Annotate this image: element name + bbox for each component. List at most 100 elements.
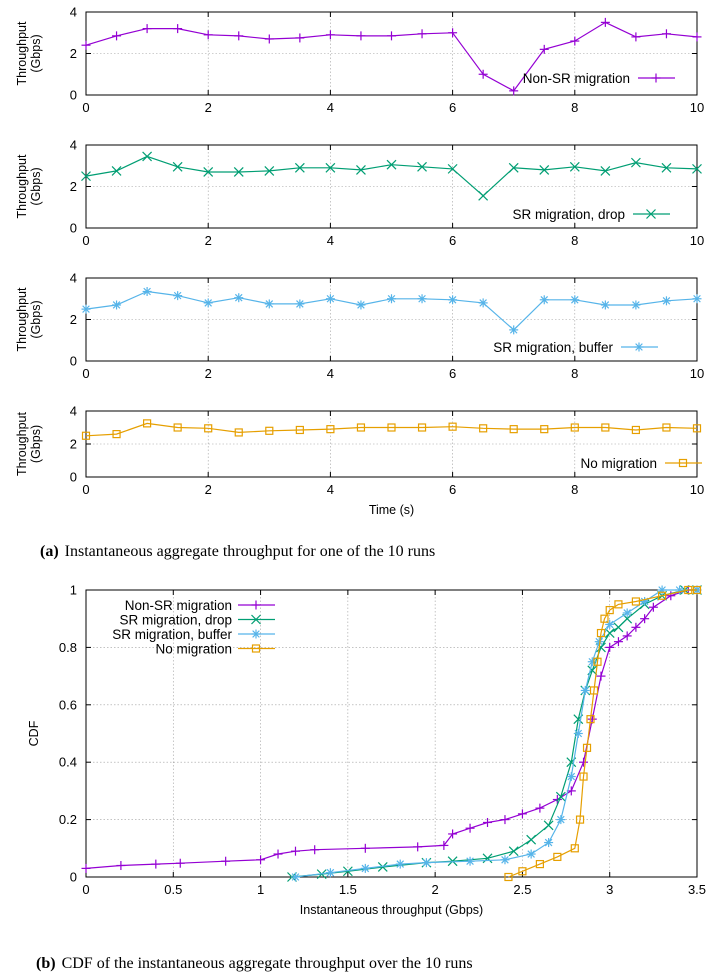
- data-point-no_mig-box: [509, 425, 518, 434]
- data-point-sr_buffer: [570, 295, 580, 305]
- y-axis-label: Throughput: [15, 412, 29, 476]
- data-point-sr_buffer: [142, 286, 152, 296]
- data-point-no_mig: [553, 852, 562, 862]
- legend-marker-sr_buffer-stroke: [635, 343, 643, 351]
- data-point-sr_buffer-stroke: [605, 620, 614, 629]
- data-point-sr_buffer: [544, 838, 554, 848]
- data-point-non_sr: [439, 840, 449, 850]
- data-point-no_mig-box: [605, 605, 614, 615]
- data-point-sr_drop: [325, 162, 336, 173]
- y-tick-label: 0.6: [59, 697, 77, 712]
- data-point-non_sr: [448, 829, 458, 839]
- data-point-sr_buffer: [478, 298, 488, 308]
- x-tick-label: 0: [82, 482, 89, 497]
- data-point-non_sr: [413, 842, 423, 852]
- data-point-non_sr: [112, 31, 122, 41]
- data-point-sr_drop-stroke: [569, 161, 580, 172]
- data-point-no_mig: [662, 423, 671, 432]
- legend-label-sr_drop: SR migration, drop: [512, 207, 625, 222]
- data-point-no_mig: [614, 600, 623, 609]
- data-point-sr_drop: [526, 834, 537, 845]
- data-point-no_mig-box: [589, 686, 599, 695]
- data-point-no_mig: [605, 605, 614, 615]
- data-point-sr_buffer: [264, 299, 274, 309]
- data-point-sr_drop: [555, 791, 566, 802]
- x-tick-label: 2: [205, 366, 212, 381]
- data-point-non_sr: [81, 40, 91, 50]
- data-point-no_mig: [387, 423, 396, 432]
- data-point-sr_drop: [478, 190, 489, 201]
- data-point-sr_drop: [203, 167, 214, 177]
- data-point-non_sr: [203, 30, 213, 40]
- data-point-non_sr: [360, 843, 370, 853]
- chart-panel-1: 0 2 4 6 8 10 0 2 4 Throughput (Gbps) Non-SR migrati…: [15, 5, 704, 116]
- x-tick-label: 0: [82, 366, 89, 381]
- data-point-no_mig: [684, 585, 693, 595]
- legend-label-non_sr: Non-SR migration: [523, 71, 630, 86]
- data-point-sr_buffer: [661, 296, 671, 306]
- x-tick-label: 6: [449, 482, 456, 497]
- x-tick-label: 4: [327, 100, 334, 115]
- legend-marker-sr_buffer: [251, 629, 261, 639]
- data-point-sr_drop: [692, 163, 702, 174]
- caption-a-label: (a): [40, 543, 59, 560]
- data-point-sr_buffer: [500, 855, 510, 865]
- data-point-no_mig: [509, 425, 518, 434]
- data-point-sr_buffer: [360, 863, 370, 873]
- series-line-sr_buffer: [295, 589, 697, 878]
- data-point-non_sr: [478, 69, 488, 79]
- data-point-sr_buffer-stroke: [387, 294, 396, 303]
- data-point-sr_buffer-stroke: [632, 301, 640, 309]
- data-point-sr_drop: [264, 166, 275, 176]
- data-point-no_mig: [589, 686, 599, 695]
- data-point-sr_buffer-stroke: [112, 301, 121, 309]
- data-point-no_mig: [518, 867, 527, 876]
- data-point-non_sr: [500, 815, 510, 825]
- data-point-sr_drop-stroke: [377, 862, 388, 872]
- data-point-non_sr: [661, 29, 671, 39]
- data-point-sr_buffer: [325, 294, 335, 304]
- x-tick-label: 6: [449, 100, 456, 115]
- data-point-sr_buffer: [566, 772, 576, 782]
- x-tick-label: 10: [690, 233, 704, 248]
- data-point-no_mig: [692, 424, 702, 433]
- data-point-sr_drop: [447, 163, 458, 174]
- x-tick-label: 3.5: [688, 882, 706, 897]
- data-point-sr_buffer: [234, 293, 244, 303]
- x-tick-label: 8: [571, 100, 578, 115]
- data-point-sr_drop-stroke: [600, 166, 611, 176]
- data-point-non_sr: [535, 803, 545, 813]
- data-point-sr_drop-stroke: [692, 163, 702, 174]
- data-point-no_mig: [173, 423, 182, 432]
- data-point-no_mig: [596, 628, 606, 638]
- data-point-sr_drop-stroke: [526, 834, 537, 845]
- y-axis-label-unit: (Gbps): [29, 425, 43, 463]
- data-point-sr_buffer: [556, 815, 566, 825]
- data-point-no_mig-box: [614, 600, 623, 609]
- y-tick-label: 4: [70, 271, 77, 286]
- data-point-sr_buffer-stroke: [326, 868, 335, 877]
- data-point-no_mig-box: [518, 867, 527, 876]
- data-point-sr_buffer-stroke: [544, 838, 553, 847]
- data-point-sr_buffer: [203, 298, 213, 308]
- data-point-sr_buffer-stroke: [595, 637, 604, 646]
- legend-marker-sr_drop: [251, 614, 261, 625]
- legend-marker-non_sr: [651, 73, 661, 83]
- data-point-no_mig-box: [600, 614, 609, 623]
- data-point-non_sr: [116, 861, 126, 871]
- data-point-non_sr: [596, 671, 606, 681]
- series-line-no_mig: [508, 589, 697, 878]
- x-tick-label: 4: [327, 482, 334, 497]
- data-point-sr_drop: [417, 161, 427, 172]
- y-tick-label: 0: [70, 221, 77, 236]
- data-point-sr_drop: [142, 151, 153, 162]
- data-point-sr_drop: [600, 166, 611, 176]
- data-point-non_sr: [570, 36, 580, 46]
- data-point-sr_buffer-stroke: [234, 293, 243, 302]
- data-point-sr_buffer: [387, 294, 396, 304]
- data-point-non_sr: [81, 863, 91, 873]
- data-point-no_mig-box: [684, 585, 693, 595]
- data-point-sr_buffer-stroke: [479, 299, 487, 307]
- data-point-sr_buffer: [526, 849, 536, 859]
- data-point-no_mig: [579, 772, 588, 781]
